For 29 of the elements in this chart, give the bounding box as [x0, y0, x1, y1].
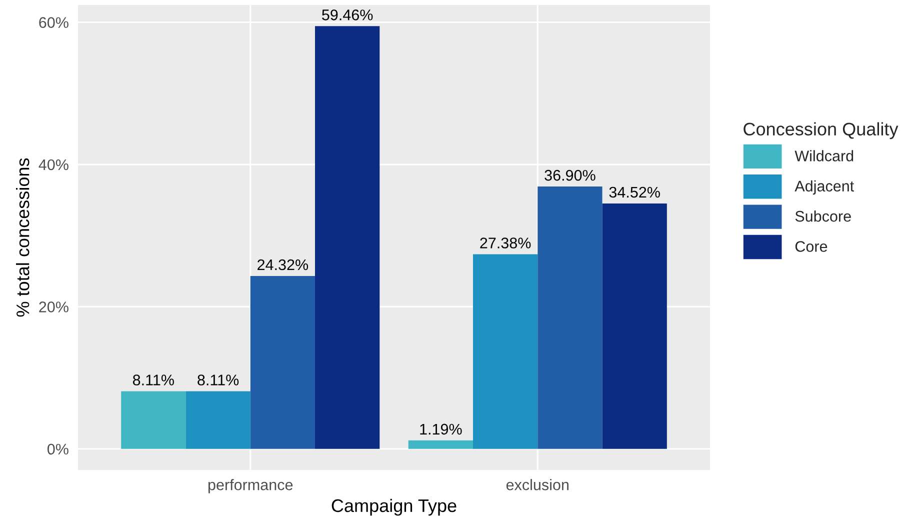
data-label: 27.38%: [480, 238, 531, 248]
y-tick-label: 20%: [39, 302, 68, 312]
data-label: 8.11%: [198, 374, 239, 386]
legend-label: Core: [795, 241, 828, 252]
bar: [315, 26, 380, 449]
y-tick-label: 60%: [39, 17, 68, 28]
bar: [408, 440, 473, 449]
bar: [186, 391, 250, 449]
bar: [538, 186, 602, 449]
x-axis-title: Campaign Type: [332, 498, 456, 516]
data-label: 8.11%: [132, 374, 174, 386]
data-label: 1.19%: [420, 424, 462, 435]
bar: [250, 276, 315, 449]
bar: [602, 203, 667, 449]
data-label: 34.52%: [609, 186, 660, 198]
x-tick-label: performance: [208, 479, 293, 494]
legend-label: Adjacent: [794, 180, 854, 195]
legend-label: Subcore: [795, 210, 851, 222]
bar: [473, 254, 538, 449]
data-label: 24.32%: [258, 259, 308, 270]
data-label: 59.46%: [322, 10, 373, 20]
x-tick-label: exclusion: [506, 479, 568, 490]
bar: [121, 391, 186, 449]
legend-title: Concession Quality: [744, 122, 898, 140]
y-tick-label: 0%: [47, 444, 68, 455]
y-axis-title: % total concessions: [16, 158, 30, 317]
legend-label: Wildcard: [794, 150, 854, 162]
y-tick-label: 40%: [38, 159, 68, 170]
data-label: 36.90%: [544, 170, 596, 181]
